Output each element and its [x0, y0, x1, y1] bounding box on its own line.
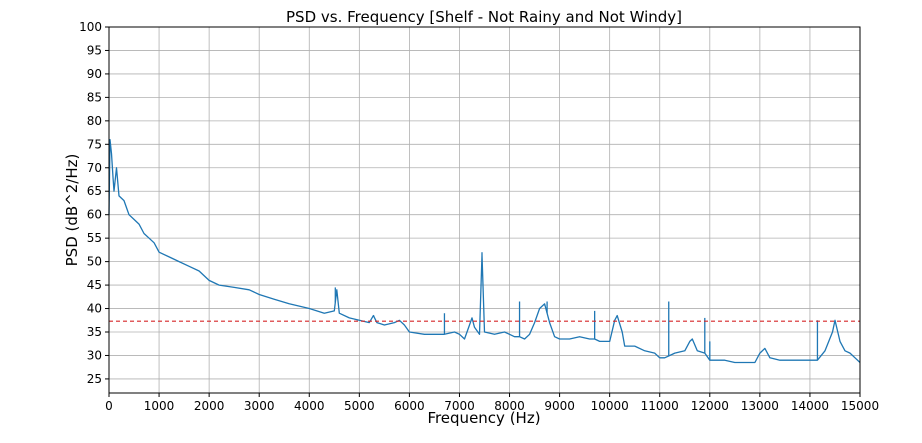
- y-tick-label: 80: [87, 114, 102, 128]
- series-group: [108, 138, 861, 364]
- y-tick-label: 30: [87, 348, 102, 362]
- y-axis-ticks: 25 30 35 40 45 50 55 60 65 70 75 80 85 90 95 100: [79, 20, 109, 386]
- plot-frame: [108, 26, 861, 394]
- y-tick-label: 100: [79, 20, 102, 34]
- x-tick-label: 10000: [591, 399, 629, 413]
- x-tick-label: 7000: [444, 399, 475, 413]
- x-tick-label: 5000: [344, 399, 375, 413]
- x-tick-label: 14000: [791, 399, 829, 413]
- x-tick-label: 11000: [641, 399, 679, 413]
- x-tick-label: 8000: [494, 399, 525, 413]
- y-tick-label: 50: [87, 255, 102, 269]
- y-tick-label: 35: [87, 325, 102, 339]
- y-tick-label: 95: [87, 43, 102, 57]
- x-tick-label: 1000: [144, 399, 175, 413]
- y-tick-label: 90: [87, 67, 102, 81]
- x-axis-ticks: 0 1000 2000 3000 4000 5000 6000 7000 8000 9000 100…: [105, 393, 879, 413]
- x-tick-label: 13000: [741, 399, 779, 413]
- x-tick-label: 0: [105, 399, 113, 413]
- x-tick-label: 15000: [841, 399, 879, 413]
- y-axis-title: PSD (dB^2/Hz): [63, 154, 81, 267]
- x-axis-title: Frequency (Hz): [427, 409, 540, 427]
- y-tick-label: 45: [87, 278, 102, 292]
- x-tick-label: 3000: [244, 399, 275, 413]
- x-tick-label: 12000: [691, 399, 729, 413]
- x-tick-label: 4000: [294, 399, 325, 413]
- y-tick-label: 65: [87, 184, 102, 198]
- y-tick-label: 75: [87, 137, 102, 151]
- y-tick-label: 70: [87, 161, 102, 175]
- x-tick-label: 9000: [544, 399, 575, 413]
- y-tick-label: 60: [87, 208, 102, 222]
- y-tick-label: 25: [87, 372, 102, 386]
- grid: [108, 26, 861, 393]
- x-tick-label: 2000: [194, 399, 225, 413]
- y-tick-label: 55: [87, 231, 102, 245]
- y-tick-label: 85: [87, 90, 102, 104]
- y-tick-label: 40: [87, 302, 102, 316]
- x-tick-label: 6000: [394, 399, 425, 413]
- chart-title: PSD vs. Frequency [Shelf - Not Rainy and…: [286, 8, 682, 26]
- psd-series-line: [108, 138, 861, 364]
